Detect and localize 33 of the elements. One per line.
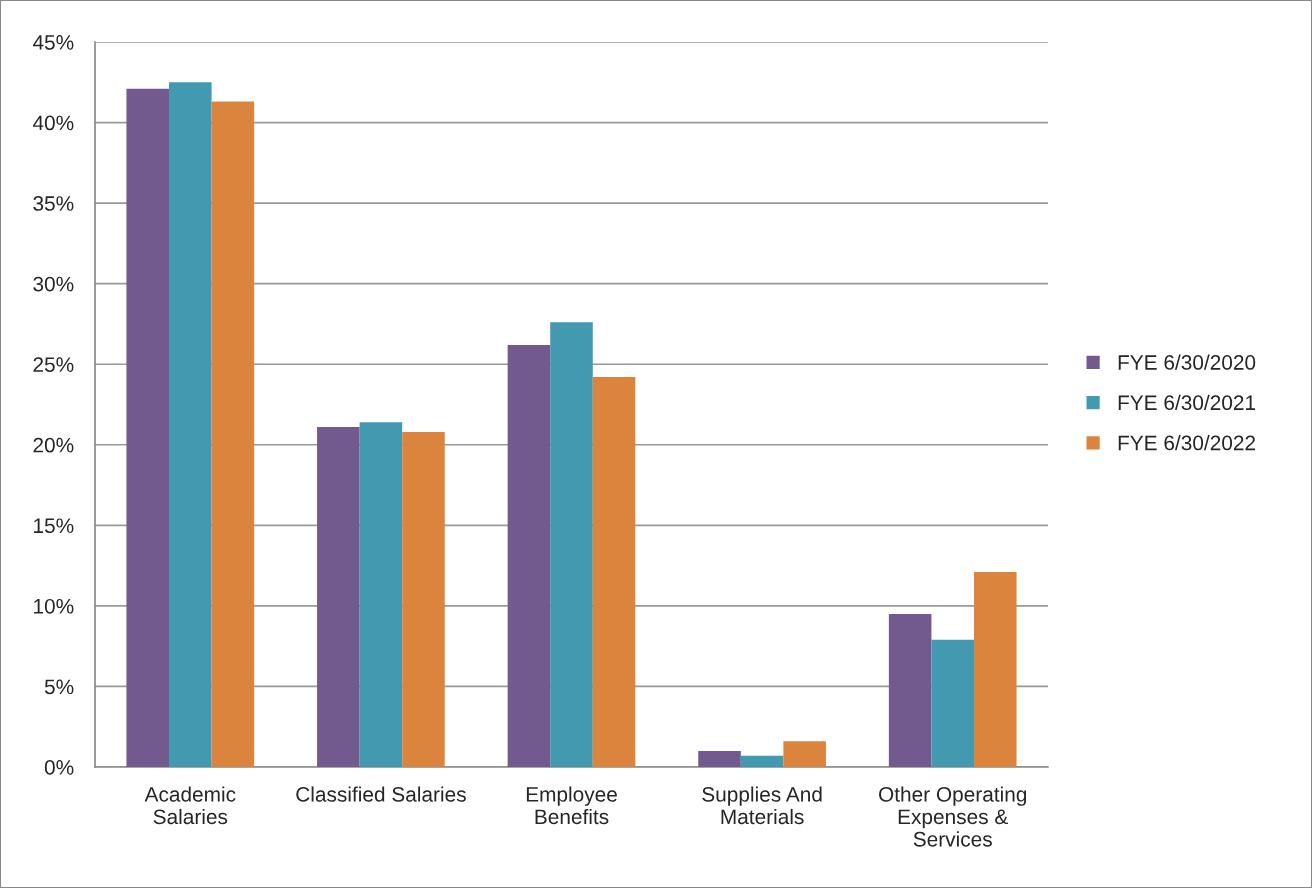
bar — [888, 613, 932, 767]
legend-label: FYE 6/30/2022 — [1118, 435, 1255, 451]
bar — [740, 755, 784, 767]
y-tick-label: 20% — [33, 437, 74, 453]
bar — [211, 101, 255, 767]
y-tick-label: 35% — [33, 196, 74, 211]
y-tick-label: 45% — [32, 35, 74, 50]
bar — [783, 741, 826, 767]
bar — [317, 427, 360, 767]
bar — [973, 572, 1017, 767]
x-tick-label: Academic Salaries — [144, 786, 236, 825]
bar — [359, 422, 403, 767]
x-tick-label: Other Operating Expenses & Services — [879, 786, 1027, 847]
bar — [698, 750, 741, 767]
y-tick-label: 10% — [34, 598, 74, 614]
bar — [550, 322, 593, 767]
y-tick-label: 5% — [44, 679, 74, 695]
legend-label: FYE 6/30/2020 — [1118, 354, 1256, 370]
bar — [126, 88, 170, 767]
bar — [931, 639, 974, 767]
x-tick-label: Supplies And Materials — [702, 786, 822, 825]
y-tick-label: 15% — [34, 518, 74, 534]
x-tick-label: Classified Salaries — [296, 786, 466, 802]
bar — [592, 377, 636, 767]
bar — [507, 344, 551, 767]
bar — [402, 431, 445, 767]
bar — [169, 82, 212, 767]
legend-label: FYE 6/30/2021 — [1118, 394, 1256, 411]
y-tick-label: 25% — [33, 357, 74, 372]
x-tick-label: Employee Benefits — [526, 786, 617, 825]
y-tick-label: 40% — [32, 115, 74, 131]
y-tick-label: 0% — [44, 760, 74, 775]
y-tick-label: 30% — [33, 276, 74, 292]
